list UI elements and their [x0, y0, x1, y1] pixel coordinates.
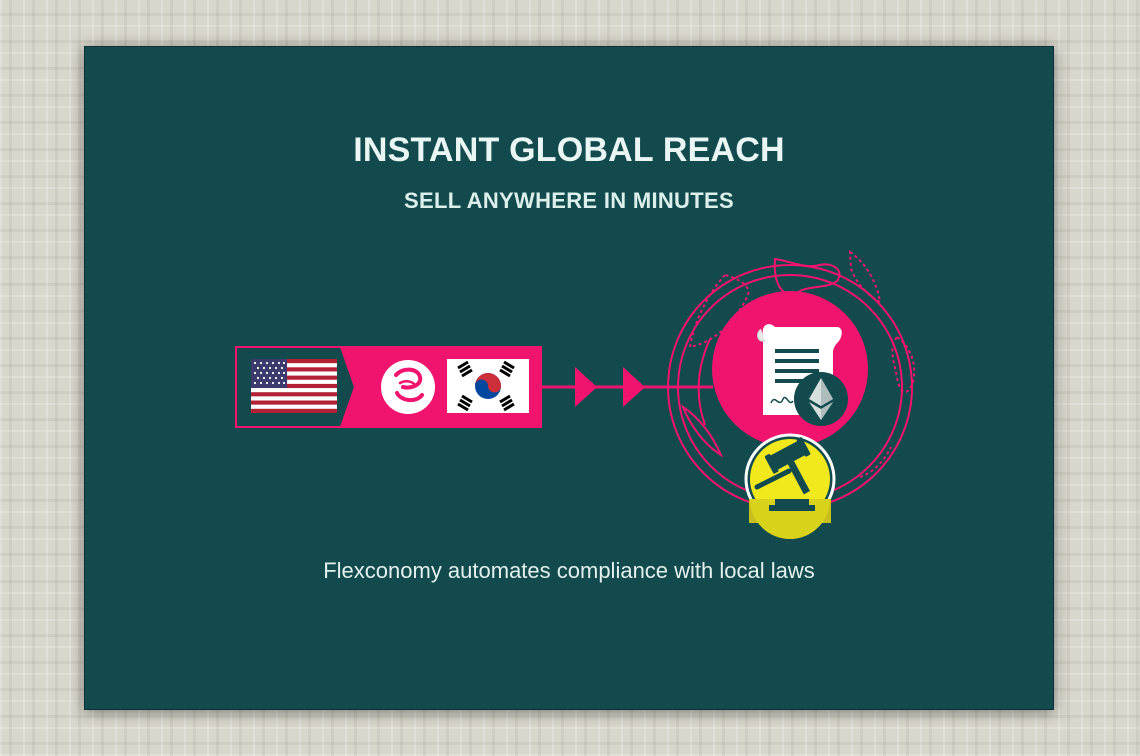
gavel-icon [744, 433, 836, 539]
south-korea-flag-icon [447, 359, 529, 413]
slide-title: INSTANT GLOBAL REACH [353, 131, 785, 169]
slide-caption: Flexconomy automates compliance with loc… [323, 558, 815, 583]
us-flag-icon [251, 359, 337, 413]
compliance-illustration [235, 250, 916, 539]
flexconomy-logo-icon [381, 360, 435, 414]
ethereum-icon [794, 372, 848, 426]
slide-subtitle: SELL ANYWHERE IN MINUTES [404, 188, 734, 213]
arrow-icon [541, 367, 713, 407]
contract-document-icon [712, 291, 868, 447]
slide: INSTANT GLOBAL REACH SELL ANYWHERE IN MI… [84, 46, 1054, 710]
